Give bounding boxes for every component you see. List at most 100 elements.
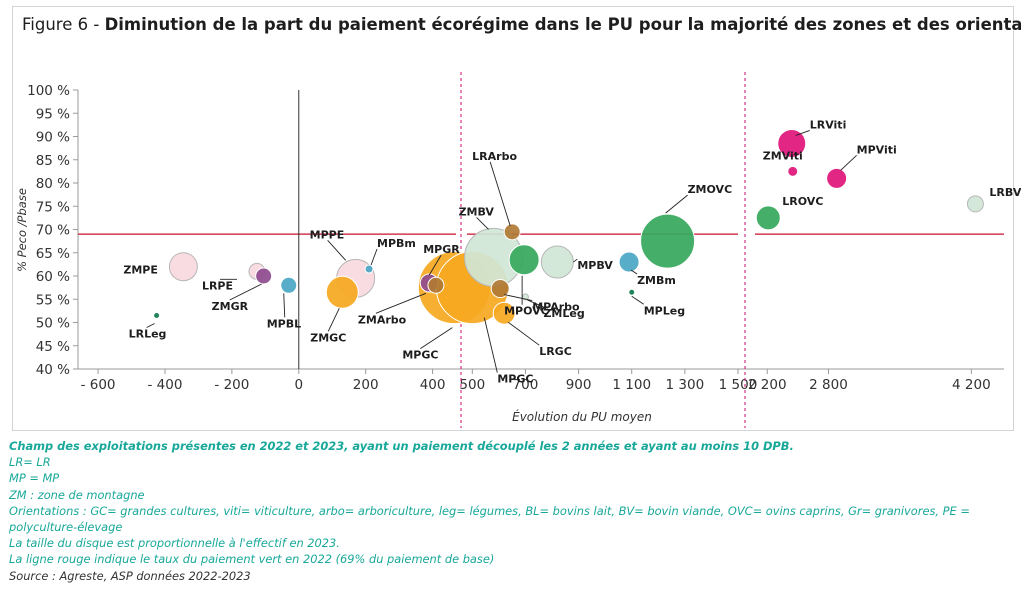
- point-label-zmbm: ZMBm: [637, 274, 676, 287]
- point-label-zmviti: ZMViti: [763, 149, 803, 162]
- bubble-zmviti: [787, 165, 799, 177]
- y-tick-label: 85 %: [36, 153, 70, 169]
- bubble-zmgc: [325, 275, 359, 309]
- x-tick-label: 200: [353, 377, 379, 393]
- leader-line: [631, 295, 644, 305]
- notes-zm: ZM : zone de montagne: [9, 487, 145, 502]
- bubble-lrarbo: [503, 223, 521, 241]
- bubble-mparbo: [490, 279, 510, 299]
- x-tick-label: 0: [294, 377, 303, 393]
- y-tick-label: 80 %: [36, 176, 70, 192]
- leader-line: [476, 217, 489, 230]
- x-tick-label: 400: [420, 377, 446, 393]
- bubble-mpovc: [508, 244, 540, 276]
- point-label-zmgc: ZMGC: [310, 331, 346, 344]
- leader-line: [504, 294, 533, 301]
- leader-line: [146, 323, 155, 328]
- x-tick-label: 1 100: [612, 377, 651, 393]
- point-label-mppe: MPPE: [310, 228, 345, 241]
- point-label-zmovc: ZMOVC: [688, 183, 733, 196]
- y-tick-label: 60 %: [36, 269, 70, 285]
- x-tick-label: 1 500: [719, 377, 758, 393]
- notes-orientations: Orientations : GC= grandes cultures, vit…: [9, 503, 970, 535]
- point-label-mpbm: MPBm: [377, 237, 416, 250]
- x-tick-label: 500: [459, 377, 485, 393]
- leader-line: [507, 321, 540, 346]
- bubble-lrgc: [492, 301, 516, 325]
- bubble-zmovc: [640, 213, 696, 269]
- bubble-lrbv: [966, 195, 984, 213]
- leader-line: [375, 292, 427, 314]
- chart-frame: [12, 6, 1014, 431]
- bubble-mpbl: [280, 276, 298, 294]
- point-label-zmarbo: ZMArbo: [358, 313, 407, 326]
- bubble-mpbv: [540, 245, 574, 279]
- point-label-mpleg: MPLeg: [644, 304, 685, 317]
- leader-line: [527, 299, 544, 308]
- leader-line: [795, 130, 810, 136]
- figure-title: Diminution de la part du paiement écorég…: [104, 15, 1021, 34]
- point-label-lrgc: LRGC: [539, 345, 572, 358]
- y-tick-label: 55 %: [36, 292, 70, 308]
- bubble-zmbm: [618, 251, 640, 273]
- y-tick-label: 100 %: [27, 83, 70, 99]
- y-tick-label: 65 %: [36, 246, 70, 262]
- point-label-lrovc: LROVC: [782, 195, 823, 208]
- leader-line: [327, 308, 340, 332]
- x-tick-label: 2 800: [809, 377, 848, 393]
- bubble-zmarbo: [427, 276, 445, 294]
- leader-line: [420, 327, 453, 350]
- point-label-mpgc: MPGC: [497, 373, 533, 386]
- notes-red-line: La ligne rouge indique le taux du paieme…: [9, 552, 495, 567]
- bubble-mpleg: [628, 288, 636, 296]
- point-label-mpgr: MPGR: [423, 243, 460, 256]
- bubble-lrovc: [755, 205, 781, 231]
- notes-lr: LR= LR: [9, 455, 51, 470]
- leader-line: [573, 258, 578, 263]
- x-tick-label: 1 300: [666, 377, 705, 393]
- point-label-lrviti: LRViti: [810, 118, 847, 131]
- x-tick-label: 700: [513, 377, 539, 393]
- point-label-mpovc: MPOVC: [504, 305, 549, 318]
- bubble-zmgr: [255, 267, 273, 285]
- y-tick-label: 90 %: [36, 130, 70, 146]
- leader-line: [283, 293, 286, 318]
- x-tick-label: 900: [566, 377, 592, 393]
- notes-mp: MP = MP: [9, 471, 60, 486]
- point-label-zmgr: ZMGR: [212, 300, 249, 313]
- y-tick-label: 95 %: [36, 106, 70, 122]
- chart-notes: Champ des exploitations présentes en 202…: [9, 438, 1009, 584]
- leader-line: [483, 317, 498, 373]
- bubble-lrleg: [153, 312, 161, 320]
- leader-line: [229, 283, 262, 301]
- y-tick-label: 50 %: [36, 316, 70, 332]
- x-tick-label: 4 200: [952, 377, 991, 393]
- point-label-zmpe: ZMPE: [123, 264, 157, 277]
- point-label-mpgc: MPGC: [402, 349, 438, 362]
- point-label-mpbl: MPBL: [267, 317, 301, 330]
- notes-disk-size: La taille du disque est proportionnelle …: [9, 536, 340, 551]
- bubble-mpbm: [364, 264, 374, 274]
- x-tick-label: - 600: [81, 377, 116, 393]
- leader-line: [840, 155, 857, 171]
- point-label-mpbv: MPBV: [577, 259, 613, 272]
- point-label-lrarbo: LRArbo: [472, 150, 517, 163]
- notes-scope: Champ des exploitations présentes en 202…: [9, 439, 794, 453]
- leader-line: [428, 254, 442, 276]
- notes-source: Source : Agreste, ASP données 2022-2023: [9, 568, 251, 583]
- leader-line: [630, 269, 638, 275]
- x-axis-label: Évolution du PU moyen: [512, 409, 652, 424]
- leader-line: [489, 161, 511, 226]
- bubble-zmpe: [168, 252, 198, 282]
- y-tick-label: 75 %: [36, 199, 70, 215]
- y-tick-label: 70 %: [36, 223, 70, 239]
- chart-svg: 40 % 45 % 50 % 55 % 60 % 65 % 70 % 75 % 80 % 85 %…: [15, 72, 1021, 428]
- chart-title: Figure 6 - Diminution de la part du paie…: [22, 15, 1021, 34]
- y-tick-label: 45 %: [36, 339, 70, 355]
- point-label-lrleg: LRLeg: [129, 328, 167, 341]
- point-label-lrbv: LRBV: [989, 186, 1021, 199]
- point-label-mparbo: MPArbo: [532, 301, 580, 314]
- figure-number: Figure 6 -: [22, 15, 105, 34]
- x-tick-label: - 400: [148, 377, 183, 393]
- point-label-zmleg: ZMLeg: [543, 307, 584, 320]
